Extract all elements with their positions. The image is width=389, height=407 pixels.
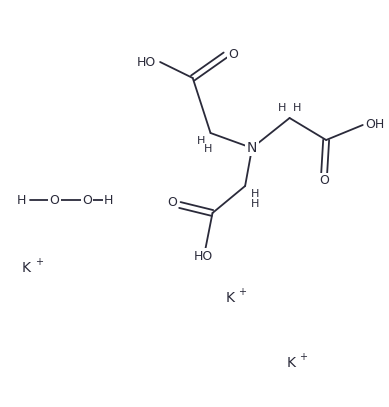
Text: O: O: [228, 48, 238, 61]
Text: O: O: [319, 175, 329, 188]
Text: O: O: [82, 193, 92, 206]
Text: +: +: [238, 287, 246, 297]
Text: HO: HO: [194, 249, 213, 263]
Text: N: N: [247, 141, 257, 155]
Text: O: O: [167, 197, 177, 210]
Text: O: O: [49, 193, 59, 206]
Text: K: K: [22, 261, 31, 275]
Text: OH: OH: [366, 118, 385, 131]
Text: H: H: [196, 136, 205, 146]
Text: H: H: [293, 103, 302, 113]
Text: H: H: [251, 199, 259, 209]
Text: +: +: [35, 257, 42, 267]
Text: H: H: [277, 103, 286, 113]
Text: H: H: [204, 144, 213, 154]
Text: K: K: [287, 356, 296, 370]
Text: H: H: [104, 193, 114, 206]
Text: HO: HO: [137, 55, 156, 68]
Text: H: H: [17, 193, 26, 206]
Text: +: +: [300, 352, 307, 362]
Text: K: K: [225, 291, 234, 305]
Text: H: H: [251, 189, 259, 199]
